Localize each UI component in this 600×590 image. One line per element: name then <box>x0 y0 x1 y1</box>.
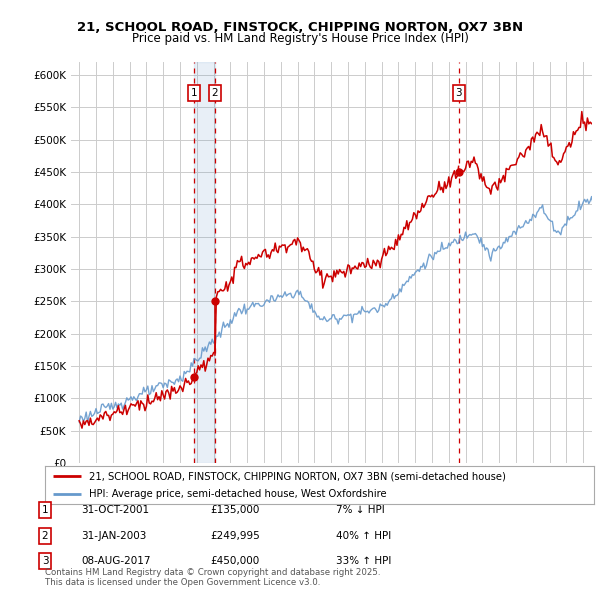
Text: 21, SCHOOL ROAD, FINSTOCK, CHIPPING NORTON, OX7 3BN: 21, SCHOOL ROAD, FINSTOCK, CHIPPING NORT… <box>77 21 523 34</box>
Text: 1: 1 <box>191 88 197 98</box>
Text: Contains HM Land Registry data © Crown copyright and database right 2025.
This d: Contains HM Land Registry data © Crown c… <box>45 568 380 587</box>
Text: 3: 3 <box>41 556 49 566</box>
Text: £249,995: £249,995 <box>210 531 260 540</box>
Text: 7% ↓ HPI: 7% ↓ HPI <box>336 506 385 515</box>
Text: 40% ↑ HPI: 40% ↑ HPI <box>336 531 391 540</box>
Text: 31-JAN-2003: 31-JAN-2003 <box>81 531 146 540</box>
Text: 21, SCHOOL ROAD, FINSTOCK, CHIPPING NORTON, OX7 3BN (semi-detached house): 21, SCHOOL ROAD, FINSTOCK, CHIPPING NORT… <box>89 471 506 481</box>
Text: 33% ↑ HPI: 33% ↑ HPI <box>336 556 391 566</box>
Text: £450,000: £450,000 <box>210 556 259 566</box>
Text: 08-AUG-2017: 08-AUG-2017 <box>81 556 151 566</box>
Text: Price paid vs. HM Land Registry's House Price Index (HPI): Price paid vs. HM Land Registry's House … <box>131 32 469 45</box>
Text: 2: 2 <box>212 88 218 98</box>
Text: 31-OCT-2001: 31-OCT-2001 <box>81 506 149 515</box>
Text: 3: 3 <box>455 88 462 98</box>
Bar <box>194 62 215 463</box>
Text: 2: 2 <box>41 531 49 540</box>
Text: 1: 1 <box>41 506 49 515</box>
Text: £135,000: £135,000 <box>210 506 259 515</box>
Text: HPI: Average price, semi-detached house, West Oxfordshire: HPI: Average price, semi-detached house,… <box>89 489 386 499</box>
